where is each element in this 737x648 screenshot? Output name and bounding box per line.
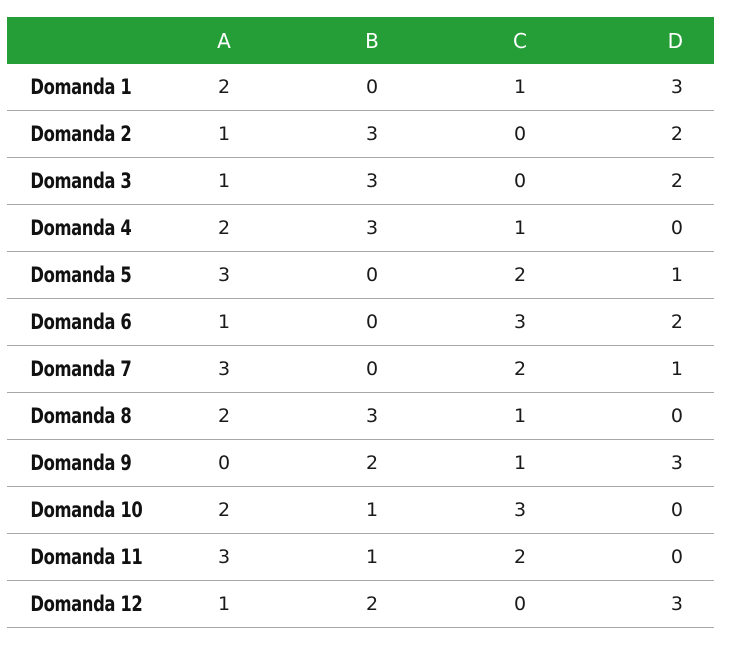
cell-a: 1 <box>150 298 298 346</box>
cell-c: 2 <box>446 533 594 581</box>
cell-d: 3 <box>594 439 714 487</box>
cell-b: 1 <box>298 486 446 534</box>
row-label: Domanda 4 <box>7 204 132 252</box>
cell-d: 2 <box>594 110 714 158</box>
header-cell-empty <box>7 17 150 64</box>
cell-c: 1 <box>446 204 594 252</box>
cell-b: 3 <box>298 110 446 158</box>
cell-b: 3 <box>298 157 446 205</box>
cell-a: 2 <box>150 392 298 440</box>
cell-c: 1 <box>446 64 594 111</box>
cell-b: 1 <box>298 533 446 581</box>
cell-d: 1 <box>594 345 714 393</box>
row-label: Domanda 5 <box>7 251 132 299</box>
header-cell-b: B <box>298 17 446 64</box>
cell-d: 0 <box>594 392 714 440</box>
header-cell-d: D <box>594 17 714 64</box>
table-row: Domanda 11 3 1 2 0 <box>7 533 714 581</box>
cell-b: 0 <box>298 298 446 346</box>
table-row: Domanda 10 2 1 3 0 <box>7 486 714 534</box>
score-table: A B C D Domanda 1 2 0 1 3 Domanda 2 1 3 0 2 Domand… <box>7 17 714 628</box>
cell-b: 3 <box>298 392 446 440</box>
header-cell-c: C <box>446 17 594 64</box>
cell-a: 3 <box>150 533 298 581</box>
row-label: Domanda 12 <box>7 580 143 628</box>
row-label: Domanda 3 <box>7 157 132 205</box>
cell-a: 2 <box>150 486 298 534</box>
row-label: Domanda 7 <box>7 345 132 393</box>
cell-a: 3 <box>150 251 298 299</box>
cell-c: 3 <box>446 298 594 346</box>
cell-a: 1 <box>150 157 298 205</box>
cell-d: 3 <box>594 580 714 628</box>
cell-c: 2 <box>446 345 594 393</box>
cell-a: 1 <box>150 110 298 158</box>
cell-d: 1 <box>594 251 714 299</box>
row-label: Domanda 6 <box>7 298 132 346</box>
row-label: Domanda 9 <box>7 439 132 487</box>
cell-d: 0 <box>594 486 714 534</box>
row-label: Domanda 10 <box>7 486 143 534</box>
cell-d: 3 <box>594 64 714 111</box>
header-row: A B C D <box>7 17 714 64</box>
cell-d: 0 <box>594 533 714 581</box>
cell-d: 2 <box>594 157 714 205</box>
cell-b: 2 <box>298 439 446 487</box>
cell-d: 2 <box>594 298 714 346</box>
cell-a: 0 <box>150 439 298 487</box>
row-label: Domanda 2 <box>7 110 132 158</box>
cell-a: 3 <box>150 345 298 393</box>
cell-c: 0 <box>446 580 594 628</box>
cell-c: 2 <box>446 251 594 299</box>
cell-b: 3 <box>298 204 446 252</box>
cell-a: 2 <box>150 64 298 111</box>
cell-b: 0 <box>298 251 446 299</box>
cell-b: 0 <box>298 64 446 111</box>
row-label: Domanda 1 <box>7 64 132 111</box>
cell-b: 0 <box>298 345 446 393</box>
cell-c: 1 <box>446 392 594 440</box>
cell-c: 0 <box>446 110 594 158</box>
table-row: Domanda 12 1 2 0 3 <box>7 580 714 628</box>
cell-c: 0 <box>446 157 594 205</box>
cell-b: 2 <box>298 580 446 628</box>
cell-c: 3 <box>446 486 594 534</box>
cell-a: 2 <box>150 204 298 252</box>
row-label: Domanda 11 <box>7 533 143 581</box>
cell-a: 1 <box>150 580 298 628</box>
cell-d: 0 <box>594 204 714 252</box>
row-label: Domanda 8 <box>7 392 132 440</box>
cell-c: 1 <box>446 439 594 487</box>
header-cell-a: A <box>150 17 298 64</box>
